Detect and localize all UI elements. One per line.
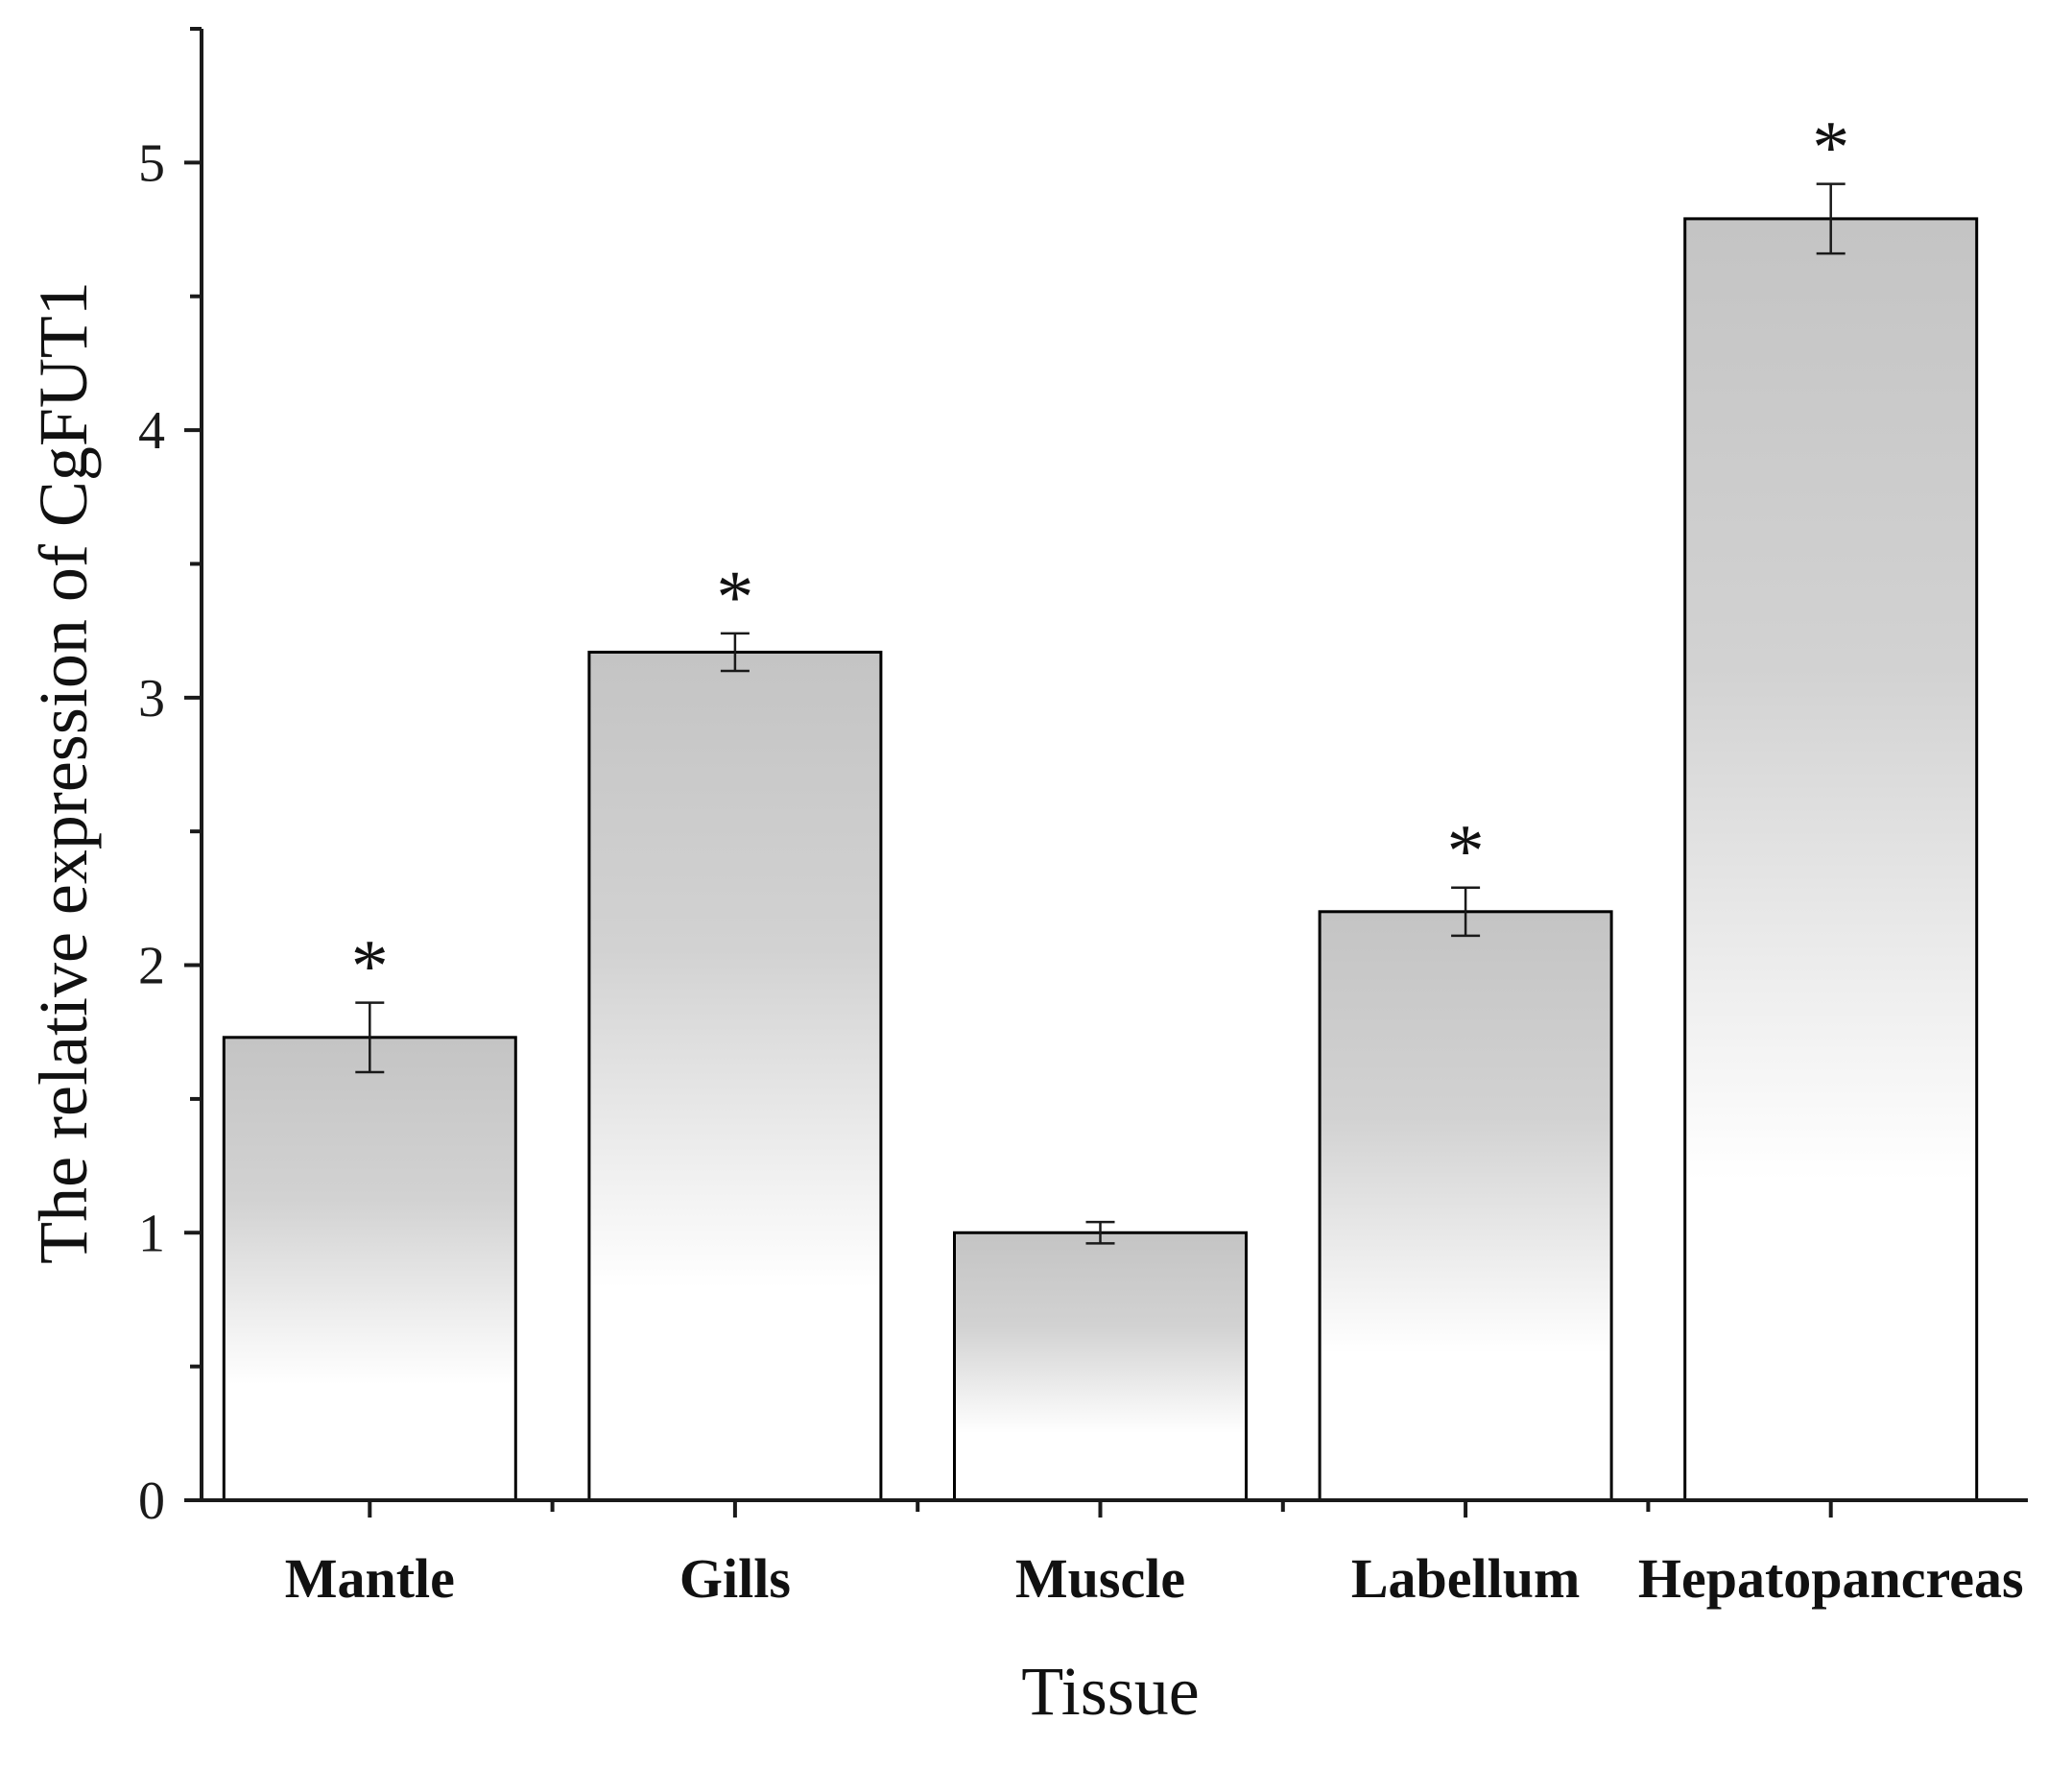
error-bar-muscle — [1085, 1220, 1115, 1245]
y-tick-label: 3 — [138, 669, 165, 729]
labels-layer: 0 1 2 3 4 5 Mantle Gills Muscle Labellum Hepatopan… — [25, 133, 2024, 1730]
bar-gills — [587, 650, 883, 1502]
x-tick-label-mantle: Mantle — [285, 1547, 455, 1610]
x-tick-label-labellum: Labellum — [1351, 1547, 1581, 1610]
bar-labellum — [1318, 910, 1613, 1502]
bars-layer — [222, 217, 1979, 1502]
significance-marker-mantle: * — [351, 924, 389, 1008]
bar-mantle — [222, 1036, 517, 1502]
y-tick-label: 4 — [138, 401, 165, 461]
bar-muscle — [953, 1231, 1248, 1502]
significance-layer: * * * * — [351, 106, 1849, 1008]
y-tick-label: 2 — [138, 937, 165, 996]
y-tick-label: 5 — [138, 133, 165, 193]
error-bars-layer — [355, 182, 1846, 1245]
error-bar-gills — [720, 632, 750, 673]
y-tick-label: 0 — [138, 1471, 165, 1531]
x-tick-label-gills: Gills — [679, 1547, 791, 1610]
significance-marker-hepatopancreas: * — [1812, 106, 1849, 189]
x-tick-label-hepatopancreas: Hepatopancreas — [1638, 1547, 2024, 1610]
significance-marker-labellum: * — [1447, 809, 1485, 893]
x-axis-title: Tissue — [1021, 1653, 1199, 1730]
axes-layer — [184, 27, 2028, 1518]
error-bar-labellum — [1451, 886, 1481, 938]
error-bar-hepatopancreas — [1816, 182, 1846, 255]
bar-hepatopancreas — [1683, 217, 1979, 1502]
y-axis-title: The relative expression of CgFUT1 — [25, 281, 102, 1264]
significance-marker-gills: * — [716, 555, 753, 638]
y-tick-label: 1 — [138, 1204, 165, 1263]
error-bar-mantle — [355, 1001, 385, 1074]
x-tick-label-muscle: Muscle — [1015, 1547, 1185, 1610]
